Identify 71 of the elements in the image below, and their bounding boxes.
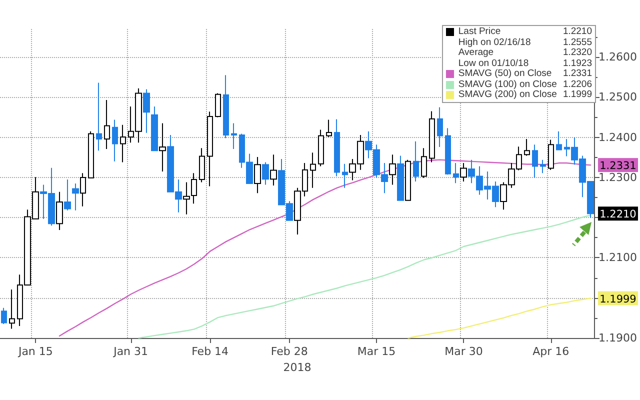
candlestick: [548, 139, 554, 170]
candlestick: [460, 162, 467, 182]
candlestick: [318, 129, 324, 167]
candlestick: [437, 106, 443, 148]
line-series: [58, 159, 592, 337]
candlestick: [556, 130, 562, 150]
candlestick: [199, 148, 205, 183]
y-tick-label: 1.2400: [598, 130, 638, 144]
candlestick: [405, 159, 411, 201]
candlestick: [9, 288, 15, 330]
data-label: 1.2331: [600, 160, 636, 172]
x-tick-label: Jan 31: [112, 345, 148, 358]
candlestick: [429, 110, 435, 163]
candlestick: [310, 152, 316, 188]
candlestick: [453, 162, 459, 184]
y-tick-label: 1.2100: [598, 251, 638, 264]
candlestick: [397, 155, 404, 201]
candlestick: [104, 100, 110, 150]
candlestick: [342, 163, 348, 188]
candlestick: [151, 106, 158, 152]
candlestick: [223, 74, 229, 139]
candlestick: [270, 154, 277, 186]
candlestick: [183, 182, 190, 215]
candlestick: [413, 140, 419, 182]
candlestick: [262, 162, 269, 186]
text: 1.2210: [600, 208, 636, 221]
line-series: [408, 298, 592, 339]
text: Low on 01/10/18 1.1923: [458, 58, 592, 68]
data-label: 1.1999: [600, 293, 636, 306]
x-axis-title: 2018: [283, 360, 312, 374]
candlestick: [96, 82, 102, 152]
x-tick-label: Apr 16: [532, 345, 570, 358]
text: High on 02/16/18 1.2555: [458, 36, 592, 48]
candlestick: [524, 138, 530, 156]
candlestick: [445, 128, 451, 176]
candlestick: [389, 154, 396, 186]
x-tick-label: Feb 28: [270, 345, 308, 358]
x-tick-label: Mar 30: [444, 345, 483, 358]
candlestick: [215, 92, 221, 118]
candlestick: [1, 307, 7, 324]
candlestick: [191, 172, 197, 204]
candlestick: [159, 122, 166, 172]
candlestick: [540, 159, 546, 174]
candlestick: [56, 191, 63, 231]
line-series: [138, 214, 592, 339]
candlestick: [326, 119, 332, 138]
candlestick: [88, 130, 94, 178]
y-tick-label: 1.2600: [598, 50, 638, 64]
y-tick-label: 1.2300: [598, 170, 638, 184]
legend-label: SMAVG (100) on Close 1.2206: [458, 78, 592, 90]
candlestick: [64, 178, 71, 211]
candlestick: [72, 183, 79, 211]
x-tick-label: Feb 14: [192, 345, 229, 358]
text: Last Price 1.2210: [458, 26, 592, 37]
x-tick-label: Mar 15: [357, 345, 396, 358]
candlestick: [421, 148, 427, 178]
candlestick: [143, 88, 150, 134]
legend-label: SMAVG (200) on Close 1.1999: [458, 89, 592, 100]
candlestick: [80, 172, 86, 207]
candlestick: [207, 111, 213, 187]
candlestick: [120, 124, 126, 163]
candlestick: [112, 119, 118, 162]
y-tick-label: 1.2500: [598, 90, 638, 104]
text: Average 1.2320: [458, 47, 592, 58]
x-tick-label: Jan 15: [17, 345, 53, 358]
y-tick-label: 1.1900: [598, 332, 638, 344]
candlestick: [334, 118, 340, 177]
candlestick: [254, 156, 261, 194]
legend-label: SMAVG (50) on Close 1.2331: [458, 68, 592, 80]
candlestick: [231, 122, 237, 150]
candlestick: [532, 144, 538, 178]
